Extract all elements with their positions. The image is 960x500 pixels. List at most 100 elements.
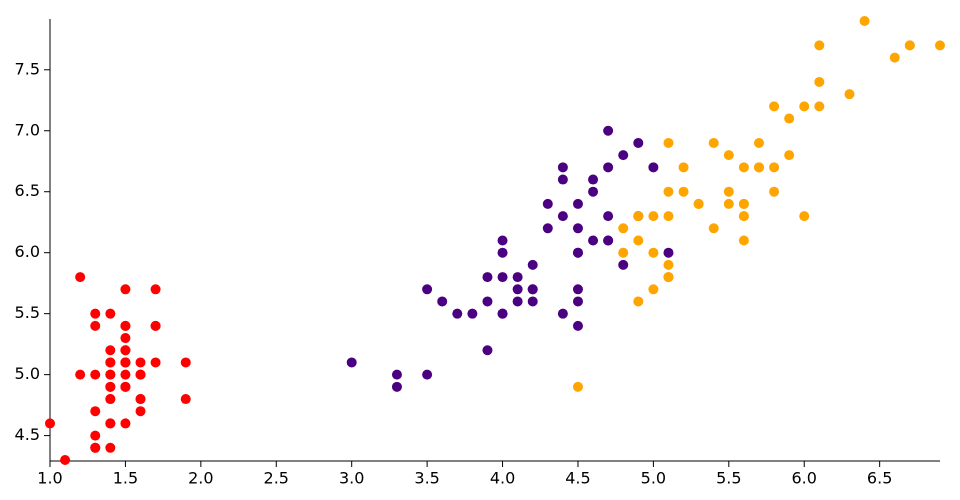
point: [859, 16, 870, 26]
point: [120, 284, 131, 295]
x-tick-label: 5.0: [641, 469, 666, 488]
point: [105, 394, 116, 405]
point: [572, 223, 583, 234]
point: [693, 198, 704, 209]
point: [648, 247, 659, 258]
point: [799, 101, 810, 112]
point: [618, 259, 629, 270]
point: [844, 89, 855, 100]
point: [633, 296, 644, 307]
point: [588, 174, 599, 185]
point: [467, 308, 478, 319]
point: [542, 198, 553, 209]
y-tick-label: 5.5: [15, 303, 40, 322]
point: [769, 162, 780, 173]
point: [708, 223, 719, 234]
point: [663, 272, 674, 283]
point: [572, 198, 583, 209]
x-tick-label: 5.5: [716, 469, 741, 488]
point: [497, 247, 508, 258]
point: [557, 162, 568, 173]
point: [90, 442, 101, 453]
point: [784, 113, 795, 124]
y-tick-label: 6.0: [15, 242, 40, 261]
point: [180, 394, 191, 405]
point: [663, 247, 674, 258]
point: [572, 296, 583, 307]
x-tick-label: 2.0: [188, 469, 213, 488]
point: [889, 52, 900, 63]
point: [738, 162, 749, 173]
point: [497, 235, 508, 246]
point: [588, 235, 599, 246]
point: [120, 418, 131, 429]
point: [799, 211, 810, 222]
point: [482, 272, 493, 283]
point: [120, 333, 131, 344]
y-tick-label: 6.5: [15, 181, 40, 200]
point: [814, 101, 825, 112]
point: [135, 357, 146, 368]
point: [135, 369, 146, 380]
point: [90, 308, 101, 319]
x-tick-label: 6.5: [867, 469, 892, 488]
point: [90, 320, 101, 331]
point: [90, 369, 101, 380]
point: [482, 345, 493, 356]
point: [135, 394, 146, 405]
point: [904, 40, 915, 51]
point: [105, 308, 116, 319]
point: [603, 125, 614, 136]
point: [135, 406, 146, 417]
x-tick-label: 4.0: [490, 469, 515, 488]
point: [105, 442, 116, 453]
point: [663, 186, 674, 197]
point: [391, 369, 402, 380]
point: [346, 357, 357, 368]
point: [180, 357, 191, 368]
point: [572, 320, 583, 331]
point: [603, 162, 614, 173]
point: [452, 308, 463, 319]
point: [105, 357, 116, 368]
point: [527, 259, 538, 270]
y-tick-label: 7.5: [15, 59, 40, 78]
point: [648, 162, 659, 173]
point: [738, 198, 749, 209]
point: [150, 284, 161, 295]
point: [497, 272, 508, 283]
x-tick-label: 4.5: [565, 469, 590, 488]
point: [814, 76, 825, 87]
point: [150, 320, 161, 331]
point: [120, 320, 131, 331]
point: [422, 284, 433, 295]
point: [542, 223, 553, 234]
point: [648, 211, 659, 222]
point: [527, 296, 538, 307]
point: [633, 235, 644, 246]
point: [120, 369, 131, 380]
point: [90, 406, 101, 417]
point: [738, 235, 749, 246]
point: [723, 150, 734, 161]
point: [572, 284, 583, 295]
point: [482, 296, 493, 307]
point: [557, 174, 568, 185]
point: [75, 369, 86, 380]
point: [120, 381, 131, 392]
point: [618, 223, 629, 234]
point: [648, 284, 659, 295]
point: [105, 345, 116, 356]
point: [663, 259, 674, 270]
point: [678, 186, 689, 197]
point: [572, 247, 583, 258]
point: [814, 40, 825, 51]
point: [512, 272, 523, 283]
point: [572, 381, 583, 392]
point: [618, 247, 629, 258]
x-tick-label: 3.0: [339, 469, 364, 488]
point: [708, 137, 719, 148]
point: [769, 101, 780, 112]
y-tick-label: 4.5: [15, 425, 40, 444]
point: [512, 296, 523, 307]
